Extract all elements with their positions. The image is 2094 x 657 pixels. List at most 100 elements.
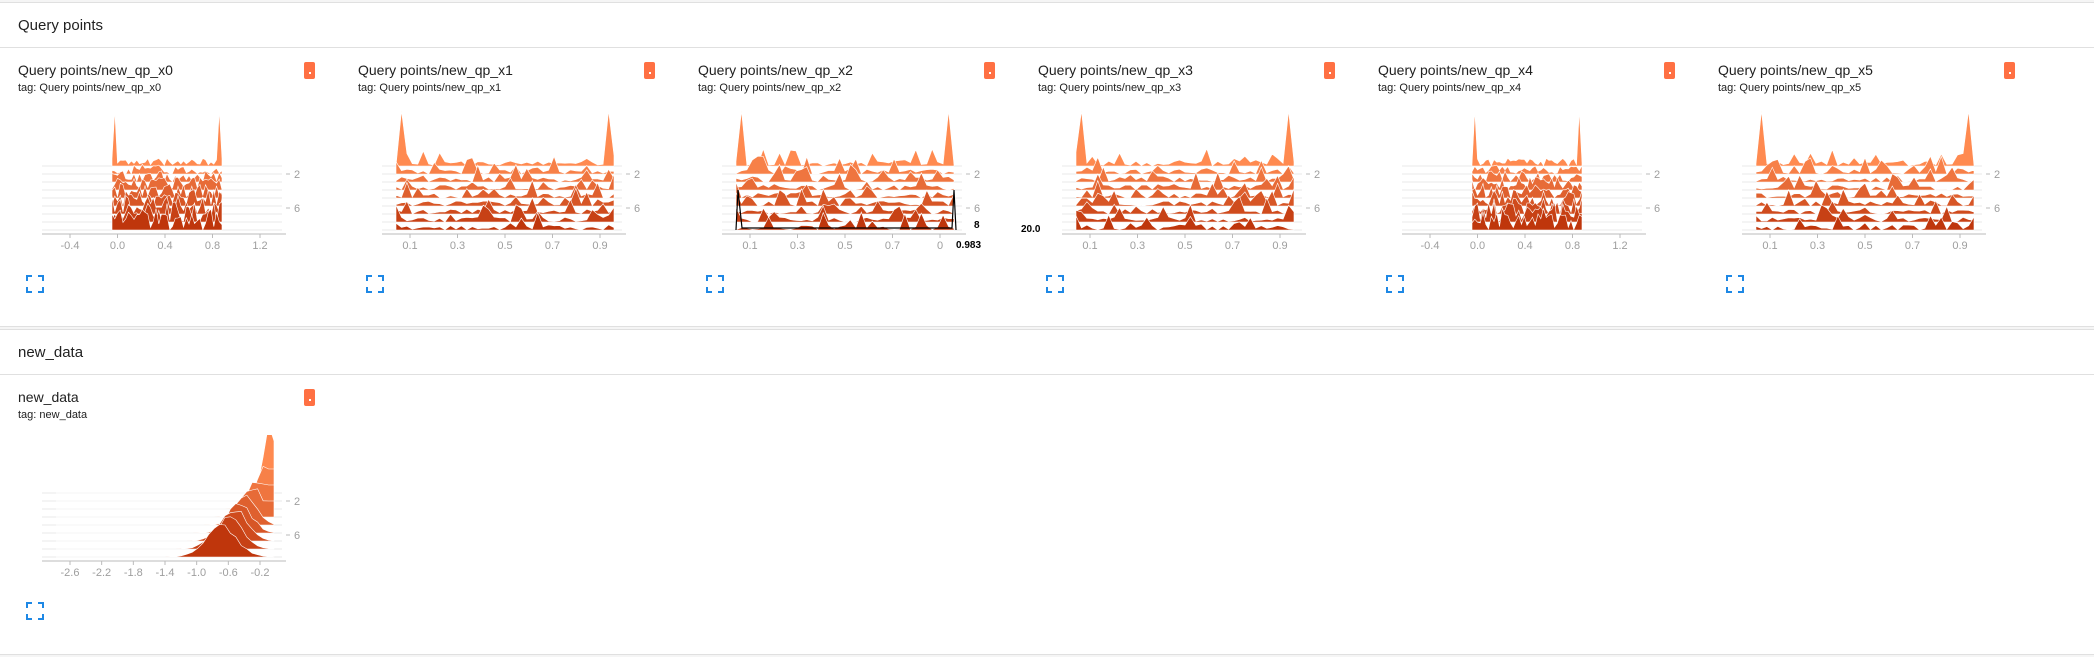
card-tag: tag: Query points/new_qp_x4 — [1378, 82, 1522, 94]
ridge-series — [735, 110, 955, 167]
run-color-badge[interactable] — [304, 62, 315, 79]
x-tick-label: -0.6 — [219, 567, 238, 579]
expand-icon[interactable] — [706, 275, 724, 293]
y-tick-label: 2 — [1654, 169, 1660, 181]
ridge-series — [735, 211, 955, 231]
expand-icon[interactable] — [366, 275, 384, 293]
ridge-series — [395, 211, 615, 231]
y-tick-label: 2 — [294, 169, 300, 181]
section-new-data: new_data new_data tag: new_data -2.6 -2.2… — [0, 329, 2094, 655]
x-tick-label: 0.1 — [742, 240, 757, 252]
hover-count-label: 20.0 — [1021, 224, 1041, 235]
ridge-series — [111, 201, 223, 223]
section-title: new_data — [0, 330, 2094, 375]
x-tick-label: 0.4 — [157, 240, 172, 252]
x-tick-label: 0.3 — [1810, 240, 1825, 252]
y-tick-label: 6 — [294, 203, 300, 215]
ridge-series — [395, 173, 615, 191]
ridge-series — [1755, 155, 1975, 175]
ridge-series — [735, 205, 955, 223]
x-tick-label: 0.9 — [1272, 240, 1287, 252]
x-tick-label: 0.1 — [1762, 240, 1777, 252]
card-tag: tag: new_data — [18, 409, 88, 421]
card-title: Query points/new_qp_x2 — [698, 62, 853, 78]
run-color-badge[interactable] — [644, 62, 655, 79]
y-tick-label: 2 — [1994, 169, 2000, 181]
ridge-series — [1471, 110, 1583, 167]
y-tick-label: 6 — [1654, 203, 1660, 215]
histogram-card: new_data tag: new_data -2.6 -2.2 -1.8 -1.4-… — [0, 375, 315, 645]
x-tick-label: -2.2 — [92, 567, 111, 579]
x-tick-label: 0.5 — [497, 240, 512, 252]
y-tick-label: 2 — [974, 169, 980, 181]
x-tick-label: -1.0 — [187, 567, 206, 579]
x-tick-label: 1.2 — [1612, 240, 1627, 252]
x-tick-label: 0.3 — [450, 240, 465, 252]
ridge-series — [395, 110, 615, 167]
x-tick-label: 0.3 — [1130, 240, 1145, 252]
run-color-badge[interactable] — [1324, 62, 1335, 79]
x-tick-label: 0.8 — [1565, 240, 1580, 252]
x-tick-label: 0.0 — [110, 240, 125, 252]
ridge-series — [395, 155, 615, 175]
histogram-plot: -0.4 0.0 0.4 0.8 1.2 2 6 — [1402, 110, 1660, 252]
ridge-series — [735, 155, 955, 175]
expand-icon[interactable] — [1386, 275, 1404, 293]
x-tick-label: -0.4 — [1421, 240, 1440, 252]
x-tick-label: 0.7 — [1225, 240, 1240, 252]
y-tick-label: 2 — [634, 169, 640, 181]
hover-step-label: 8 — [974, 220, 980, 231]
histogram-plot: 0.1 0.3 0.5 0.7 0 2 6 8 0.983 — [722, 110, 981, 252]
card-tag: tag: Query points/new_qp_x5 — [1718, 82, 1862, 94]
ridge-series — [1075, 179, 1295, 199]
ridge-series — [395, 204, 615, 223]
ridge-series — [1755, 188, 1975, 207]
ridge-series — [1471, 182, 1583, 199]
x-tick-label: 0.7 — [545, 240, 560, 252]
x-tick-label: 0.3 — [790, 240, 805, 252]
ridge-series — [1755, 215, 1975, 231]
histogram-plot: 0.1 0.3 0.5 0.7 0.9 2 6 — [382, 110, 640, 252]
x-tick-label: 0 — [937, 240, 943, 252]
ridge-series — [56, 524, 275, 558]
ridge-series — [735, 163, 955, 183]
ridge-series — [1075, 110, 1295, 167]
x-tick-label: -2.6 — [61, 567, 80, 579]
run-color-badge[interactable] — [984, 62, 995, 79]
histogram-card: Query points/new_qp_x5 tag: Query points… — [1700, 48, 2015, 318]
histogram-plot: 0.1 0.3 0.5 0.7 0.9 2 6 20.0 — [1021, 110, 1320, 252]
ridge-series — [1755, 204, 1975, 223]
x-tick-label: 0.1 — [1082, 240, 1097, 252]
x-tick-label: 0.5 — [1177, 240, 1192, 252]
ridge-series — [1471, 201, 1583, 223]
x-tick-label: 0.7 — [1905, 240, 1920, 252]
x-tick-label: 0.1 — [402, 240, 417, 252]
histogram-plot: 0.1 0.3 0.5 0.7 0.9 2 6 — [1742, 110, 2000, 252]
card-title: Query points/new_qp_x5 — [1718, 62, 1873, 78]
histogram-card: Query points/new_qp_x3 tag: Query points… — [1020, 48, 1335, 318]
ridge-series — [56, 435, 275, 494]
run-color-badge[interactable] — [2004, 62, 2015, 79]
ridge-series — [735, 172, 955, 191]
histogram-plot: -0.4 0.0 0.4 0.8 1.2 2 6 — [42, 110, 300, 252]
expand-icon[interactable] — [26, 275, 44, 293]
ridge-series — [1471, 175, 1583, 191]
card-tag: tag: Query points/new_qp_x1 — [358, 82, 502, 94]
expand-icon[interactable] — [26, 602, 44, 620]
card-title: Query points/new_qp_x0 — [18, 62, 173, 78]
hover-value-label: 0.983 — [956, 240, 981, 251]
ridge-series — [111, 163, 223, 175]
section-query-points: Query points Query points/new_qp_x0 tag:… — [0, 2, 2094, 327]
x-tick-label: 0.9 — [592, 240, 607, 252]
expand-icon[interactable] — [1046, 275, 1064, 293]
x-tick-label: 0.8 — [205, 240, 220, 252]
expand-icon[interactable] — [1726, 275, 1744, 293]
card-tag: tag: Query points/new_qp_x3 — [1038, 82, 1182, 94]
x-tick-label: -1.8 — [124, 567, 143, 579]
x-tick-label: 0.9 — [1952, 240, 1967, 252]
run-color-badge[interactable] — [304, 389, 315, 406]
card-tag: tag: Query points/new_qp_x2 — [698, 82, 842, 94]
run-color-badge[interactable] — [1664, 62, 1675, 79]
ridge-series — [395, 187, 615, 207]
histogram-card: Query points/new_qp_x4 tag: Query points… — [1360, 48, 1675, 318]
